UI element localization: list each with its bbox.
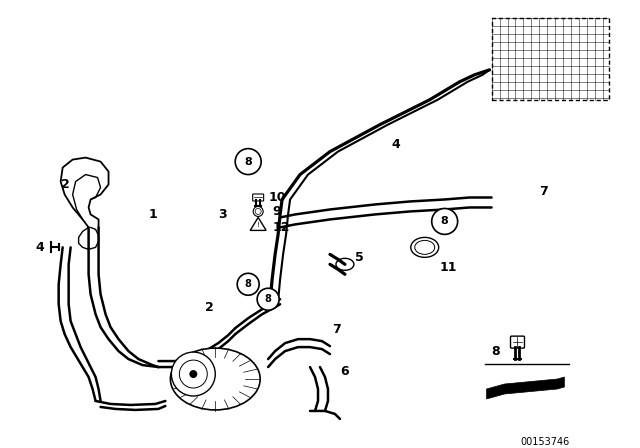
FancyBboxPatch shape (253, 194, 264, 201)
Bar (492, 18, 609, 100)
Circle shape (189, 370, 197, 378)
Circle shape (257, 288, 279, 310)
Text: 8: 8 (441, 216, 449, 226)
Text: 10: 10 (268, 191, 285, 204)
Circle shape (172, 352, 215, 396)
Text: 7: 7 (332, 323, 340, 336)
Text: 9: 9 (272, 205, 281, 218)
Text: 4: 4 (36, 241, 45, 254)
Text: 8: 8 (244, 279, 252, 289)
Text: 00153746: 00153746 (520, 437, 570, 447)
Text: !: ! (257, 222, 260, 228)
Text: 8: 8 (244, 157, 252, 167)
Text: 5: 5 (355, 251, 364, 264)
Circle shape (236, 149, 261, 175)
Text: 11: 11 (440, 261, 457, 274)
Text: 4: 4 (392, 138, 401, 151)
Polygon shape (486, 377, 564, 399)
Text: 8: 8 (492, 345, 500, 358)
Text: 2: 2 (61, 178, 69, 191)
Text: 2: 2 (205, 301, 214, 314)
Text: 12: 12 (272, 221, 290, 234)
FancyBboxPatch shape (511, 336, 524, 348)
Text: 6: 6 (340, 365, 349, 378)
Text: 3: 3 (218, 208, 227, 221)
Text: 8: 8 (265, 294, 271, 304)
Text: 1: 1 (148, 208, 157, 221)
Circle shape (237, 273, 259, 295)
Circle shape (432, 208, 458, 234)
Ellipse shape (170, 348, 260, 410)
Text: 7: 7 (540, 185, 548, 198)
Circle shape (253, 207, 263, 216)
